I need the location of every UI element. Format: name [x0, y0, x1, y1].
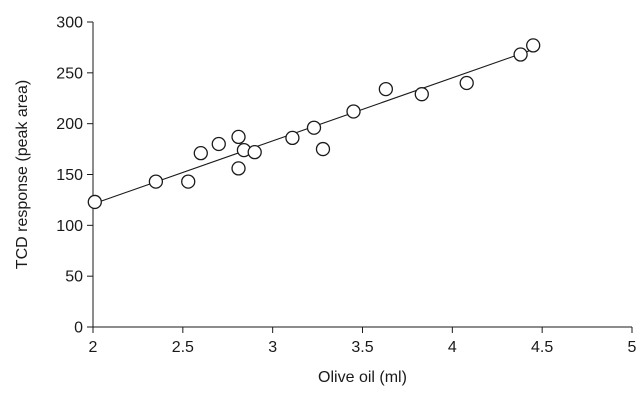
y-axis-title: TCD response (peak area) — [14, 80, 31, 269]
data-point — [181, 174, 196, 189]
data-point — [513, 47, 528, 62]
y-tick-label: 300 — [56, 15, 83, 32]
y-tick-label: 150 — [56, 167, 83, 184]
y-tick-label: 200 — [56, 116, 83, 133]
data-point — [285, 130, 300, 146]
data-point — [231, 161, 246, 176]
x-tick-label: 2 — [89, 339, 98, 356]
data-point — [193, 145, 208, 161]
data-point — [231, 129, 246, 145]
data-points — [87, 38, 541, 210]
x-tick-label: 3 — [268, 339, 277, 356]
x-tick-label: 3.5 — [351, 339, 373, 356]
data-point — [247, 144, 262, 160]
data-point — [211, 136, 226, 152]
data-point — [526, 38, 541, 53]
data-point — [378, 81, 394, 97]
data-point — [87, 194, 102, 210]
x-tick-label: 5 — [628, 339, 637, 356]
y-tick-label: 0 — [74, 320, 83, 337]
data-point — [346, 104, 361, 119]
y-tick-label: 50 — [65, 269, 83, 286]
data-point — [315, 141, 331, 157]
x-tick-label: 4 — [448, 339, 457, 356]
axes — [92, 22, 632, 328]
x-axis-title: Olive oil (ml) — [318, 369, 407, 386]
x-axis-ticks: 2 2.5 3 3.5 4 4.5 5 — [89, 327, 637, 356]
y-tick-label: 250 — [56, 65, 83, 82]
data-point — [306, 120, 322, 135]
x-tick-label: 2.5 — [172, 339, 194, 356]
data-point — [148, 174, 164, 189]
x-tick-label: 4.5 — [531, 339, 553, 356]
y-tick-label: 100 — [56, 218, 83, 235]
y-axis-ticks: 0 50 100 150 200 250 300 — [56, 15, 93, 337]
data-point — [459, 75, 474, 91]
data-point — [414, 87, 429, 102]
